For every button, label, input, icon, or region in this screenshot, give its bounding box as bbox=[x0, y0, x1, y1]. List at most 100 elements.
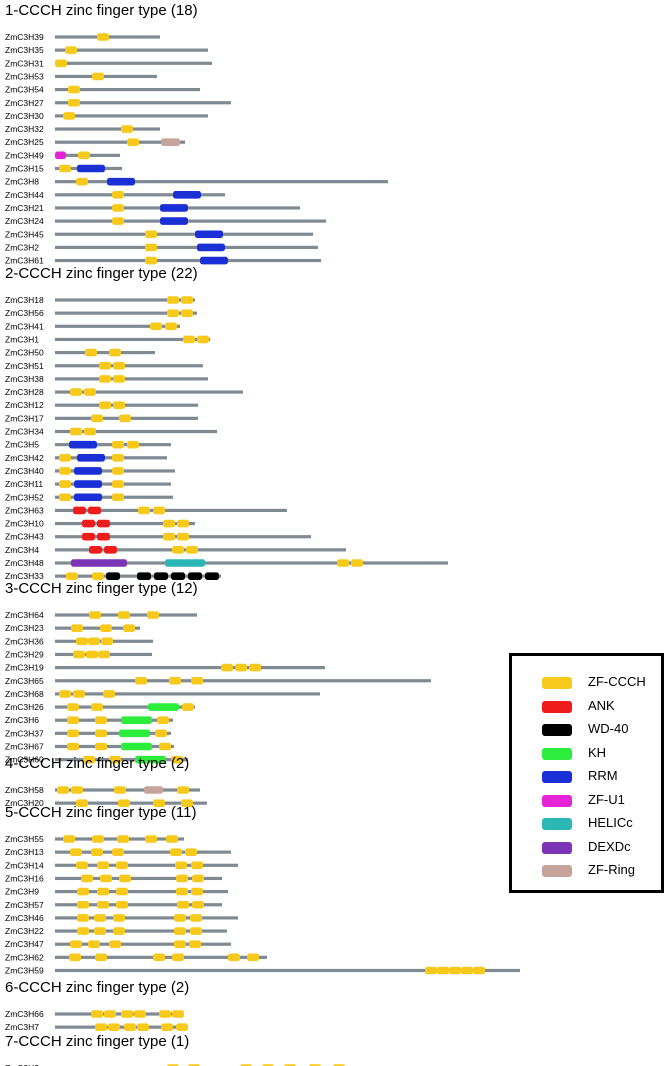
dexdc-domain bbox=[71, 559, 127, 567]
zf-ccch-domain bbox=[84, 388, 96, 396]
zf-ccch-domain bbox=[59, 164, 71, 173]
zf-ccch-domain bbox=[101, 637, 113, 646]
zf-ccch-domain bbox=[73, 650, 85, 659]
zf-ccch-domain bbox=[94, 914, 106, 922]
zf-ccch-domain bbox=[163, 519, 175, 528]
protein-name: ZmC3H16 bbox=[5, 873, 44, 883]
zf-ccch-domain bbox=[113, 375, 125, 383]
zf-ccch-domain bbox=[145, 256, 157, 265]
zf-ccch-domain bbox=[109, 940, 121, 948]
protein-backbone bbox=[55, 626, 140, 630]
zf-ccch-domain bbox=[113, 927, 125, 935]
rrm-domain bbox=[160, 204, 188, 212]
zf-ccch-domain bbox=[66, 572, 78, 580]
zf-ccch-domain bbox=[174, 940, 186, 948]
protein-name: ZmC3H60 bbox=[5, 755, 44, 765]
group-title: 3-CCCH zinc finger type (12) bbox=[5, 580, 198, 597]
wd-40-domain bbox=[154, 572, 168, 580]
protein-row: ZmC3H19 bbox=[5, 663, 325, 673]
zf-ccch-domain bbox=[112, 454, 124, 462]
zf-ccch-domain bbox=[181, 296, 193, 304]
zf-ccch-domain bbox=[191, 861, 203, 870]
group-title: 1-CCCH zinc finger type (18) bbox=[5, 2, 198, 19]
protein-name: ZmC3H18 bbox=[5, 295, 44, 305]
protein-row: ZmC3H42 bbox=[5, 453, 167, 463]
protein-backbone bbox=[55, 705, 195, 709]
rrm-domain bbox=[195, 230, 223, 239]
zf-ccch-domain bbox=[77, 887, 89, 896]
protein-name: ZmC3H51 bbox=[5, 361, 44, 371]
zf-ccch-domain bbox=[185, 848, 197, 856]
zf-ccch-domain bbox=[121, 125, 133, 133]
protein-row: ZmC3H63 bbox=[5, 505, 287, 515]
protein-row: ZmC3H52 bbox=[5, 492, 173, 502]
protein-name: ZmC3H43 bbox=[5, 532, 44, 542]
protein-row: ZmC3H68 bbox=[5, 689, 320, 699]
protein-name: ZmC3H46 bbox=[5, 913, 44, 923]
zf-ccch-domain bbox=[92, 835, 104, 843]
protein-name: ZmC3H37 bbox=[5, 728, 44, 738]
zf-ccch-domain bbox=[114, 786, 126, 794]
zf-ccch-domain bbox=[88, 940, 100, 948]
zf-ccch-domain bbox=[97, 861, 109, 870]
protein-row: ZmC3H55 bbox=[5, 834, 184, 844]
protein-backbone bbox=[55, 1012, 183, 1016]
protein-row: ZmC3H31 bbox=[5, 58, 212, 68]
wd-40-domain bbox=[106, 572, 120, 580]
rrm-domain bbox=[74, 493, 102, 502]
zf-ccch-domain bbox=[78, 151, 90, 160]
protein-name: ZmC3H35 bbox=[5, 45, 44, 55]
zf-ccch-domain bbox=[351, 559, 363, 567]
protein-name: ZmC3H4 bbox=[5, 545, 39, 555]
zf-ccch-domain bbox=[183, 335, 195, 344]
protein-name: ZmC3H30 bbox=[5, 111, 44, 121]
zf-ccch-domain bbox=[172, 1010, 184, 1018]
protein-backbone bbox=[55, 758, 188, 762]
protein-backbone bbox=[55, 88, 200, 92]
zf-ccch-domain bbox=[88, 637, 100, 646]
wd-40-domain bbox=[137, 572, 151, 580]
zf-ccch-domain bbox=[145, 835, 157, 843]
zf-ccch-domain bbox=[65, 46, 77, 54]
zf-ccch-domain bbox=[95, 742, 107, 751]
protein-row: ZmC3H1 bbox=[5, 334, 210, 344]
protein-row: ZmC3H46 bbox=[5, 913, 238, 923]
rrm-domain bbox=[74, 467, 102, 475]
protein-name: ZmC3H21 bbox=[5, 203, 44, 213]
group-title: 7-CCCH zinc finger type (1) bbox=[5, 1033, 189, 1050]
protein-name: ZmC3H52 bbox=[5, 492, 44, 502]
legend-label: DEXDc bbox=[588, 838, 631, 854]
legend: ZF-CCCH ANK WD-40 KH RRM ZF-U1 HELICc DEXDc ZF-R… bbox=[509, 653, 664, 893]
zf-ccch-domain bbox=[91, 414, 103, 423]
zf-ccch-domain bbox=[473, 966, 485, 975]
zf-ccch-domain bbox=[67, 742, 79, 751]
zf-ccch-domain bbox=[186, 546, 198, 554]
zf-ccch-domain bbox=[59, 467, 71, 475]
protein-backbone bbox=[55, 377, 208, 381]
protein-name: ZmC3H63 bbox=[5, 505, 44, 515]
zf-ccch-domain bbox=[197, 335, 209, 344]
protein-name: ZmC3H58 bbox=[5, 785, 44, 795]
protein-backbone bbox=[55, 916, 238, 920]
protein-backbone bbox=[55, 364, 203, 368]
zf-ccch-domain bbox=[337, 559, 349, 567]
protein-row: ZmC3H7 bbox=[5, 1022, 188, 1032]
zf-ccch-domain bbox=[113, 401, 125, 409]
protein-row: ZmC3H62 bbox=[5, 952, 267, 962]
zf-ccch-domain bbox=[71, 624, 83, 632]
protein-backbone bbox=[55, 390, 243, 394]
wd-40-domain bbox=[171, 572, 185, 580]
zf-ccch-domain bbox=[177, 519, 189, 528]
zf-ccch-domain bbox=[425, 966, 437, 975]
zf-ccch-domain bbox=[71, 786, 83, 794]
zf-ccch-domain bbox=[221, 663, 233, 672]
zf-ccch-domain bbox=[191, 676, 203, 685]
protein-row: ZmC3H24 bbox=[5, 216, 326, 226]
protein-name: ZmC3H68 bbox=[5, 689, 44, 699]
protein-backbone bbox=[55, 74, 157, 79]
protein-name: ZmC3H33 bbox=[5, 571, 44, 581]
zf-ccch-domain bbox=[161, 1023, 173, 1031]
zf-ccch-domain bbox=[235, 663, 247, 672]
zf-ccch-domain bbox=[118, 611, 130, 619]
legend-label: ZF-Ring bbox=[588, 862, 635, 877]
